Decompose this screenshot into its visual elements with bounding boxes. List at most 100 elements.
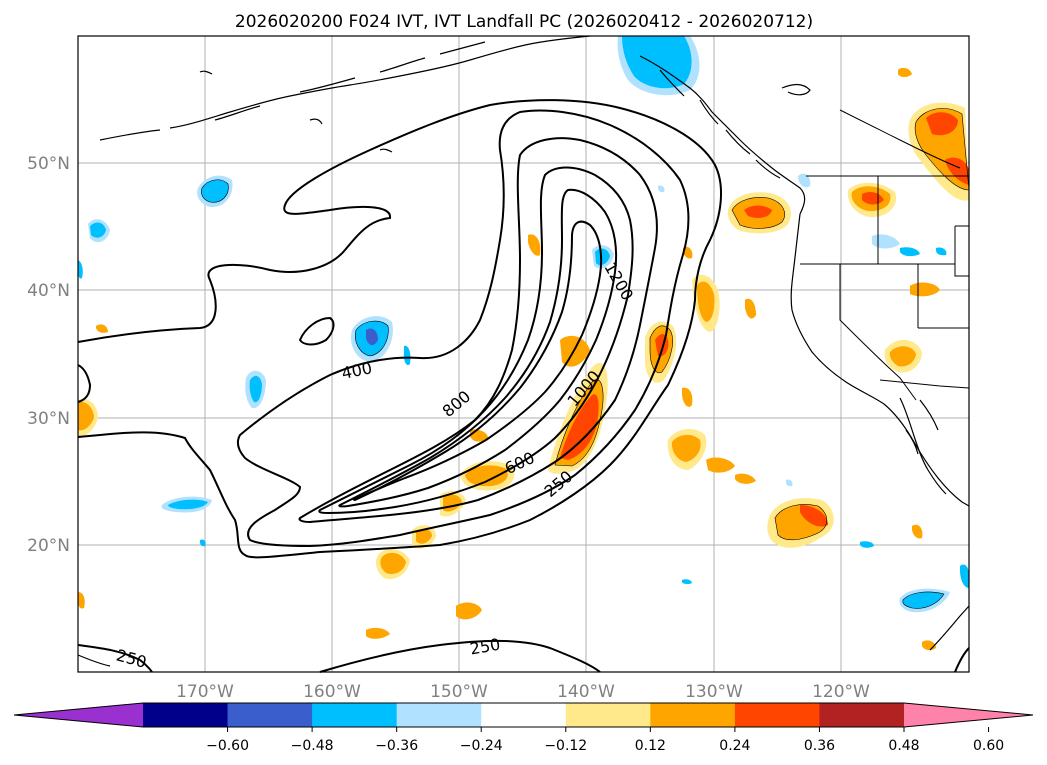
neg-area-11-mid — [78, 260, 83, 279]
neg-area-10-mid — [960, 564, 969, 588]
longitude-labels: 170°W 160°W 150°W 140°W 130°W 120°W — [176, 682, 870, 702]
lat-label-30: 30°N — [27, 409, 70, 429]
coast-baja — [899, 397, 947, 495]
colorbar-segment — [819, 703, 905, 727]
contour-250-south-west — [77, 644, 153, 673]
colorbar-segment — [312, 703, 398, 727]
contour-600 — [298, 137, 658, 524]
colorbar-extend-high — [904, 703, 1033, 727]
colorbar-outline — [13, 702, 1034, 728]
neg-area-14-mid — [682, 579, 692, 585]
coast-bc-islands — [659, 69, 781, 179]
coastlines — [77, 35, 970, 667]
ivt-contours — [77, 99, 970, 673]
colorbar-segment — [650, 703, 736, 727]
colorbar-tick-label: 0.48 — [888, 738, 919, 754]
lake-1 — [781, 83, 811, 96]
graticule — [78, 36, 969, 672]
outline-neg-2 — [201, 179, 229, 203]
border-ca-nv — [839, 264, 917, 401]
coast-small-islands — [199, 70, 393, 153]
pos-area-mid20-mid — [912, 524, 923, 539]
colorbar-tick-label: −0.36 — [375, 738, 418, 754]
colorbar-extend-low — [14, 703, 143, 727]
neg-area-6-mid — [902, 592, 944, 609]
contour-250 — [77, 99, 722, 559]
neg-area-17-light — [658, 185, 665, 193]
pos-area-mid16-mid — [898, 67, 912, 77]
map-background — [78, 36, 969, 672]
colorbar-segment — [396, 703, 482, 727]
neg-area-4-mid — [90, 222, 106, 238]
map-border — [77, 35, 970, 673]
neg-area-alaska-mid — [622, 36, 692, 89]
contour-400-small — [298, 316, 335, 346]
colorbar-tick-label: 0.24 — [719, 738, 750, 754]
outline-neg-6 — [902, 591, 945, 609]
latitude-labels: 50°N 40°N 30°N 20°N — [27, 154, 70, 556]
lat-label-50: 50°N — [27, 154, 70, 174]
contour-250-west-edge — [77, 364, 92, 403]
colorbar-tick-label: 0.36 — [804, 738, 835, 754]
colorbar-tick-label: −0.24 — [460, 738, 503, 754]
pos-area-mid6-mid — [380, 552, 406, 574]
neg-area-13-mid — [860, 541, 874, 548]
pos-area-mid2-mid — [671, 434, 701, 462]
lon-label-160: 160°W — [303, 682, 361, 702]
contour-250-south-mid — [319, 639, 601, 673]
outline-coast — [649, 325, 673, 374]
lon-label-150: 150°W — [430, 682, 488, 702]
outline-south — [774, 504, 828, 541]
neg-area-8-mid — [900, 247, 920, 257]
pos-area-mid10-mid — [366, 627, 390, 639]
pos-area-mid18-mid — [78, 592, 85, 609]
colorbar: −0.60 −0.48 −0.36 −0.24 −0.12 0.12 0.24 0.36 0.4… — [13, 702, 1034, 754]
pos-area-mid1-mid — [465, 465, 508, 487]
neg-area-15-mid — [200, 539, 206, 547]
colorbar-tick-label: −0.60 — [206, 738, 249, 754]
colorbar-segment — [734, 703, 820, 727]
neg-area-12-mid — [403, 345, 411, 366]
coast-alaska-peninsula — [99, 35, 591, 141]
contour-1200 — [353, 220, 603, 502]
outline-main — [554, 379, 604, 467]
border-wyoming — [954, 225, 969, 277]
contour-400 — [236, 109, 690, 548]
colorbar-tick-label: 0.12 — [635, 738, 666, 754]
pos-area-south-high — [800, 505, 828, 527]
coast-us-west — [790, 213, 970, 507]
pos-area-oregon-high — [744, 205, 772, 218]
border-us-mexico — [879, 379, 970, 389]
coast-aleutian-detail — [214, 41, 486, 121]
neg-area-7-mid — [168, 499, 208, 510]
lat-label-20: 20°N — [27, 536, 70, 556]
pos-area-main-high — [560, 394, 599, 460]
pos-area-mid3-mid — [697, 281, 715, 322]
pos-area-mid5-mid — [416, 529, 432, 544]
contour-1000 — [338, 188, 618, 508]
border-bc-alberta — [839, 109, 961, 169]
outline-oregon — [731, 197, 785, 229]
neg-area-5-mid — [595, 248, 610, 266]
neg-area-9-mid — [936, 247, 947, 256]
pos-area-mid14-mid — [682, 387, 693, 407]
map-panel: 250 250 250 400 600 800 1000 1200 — [77, 35, 970, 673]
neg-area-16-light — [786, 479, 793, 487]
pos-area-mid7-mid — [706, 457, 735, 473]
pos-area-mid8-mid — [735, 473, 756, 484]
pos-area-mid13-mid — [560, 335, 590, 367]
outline-canada — [914, 108, 970, 191]
neg-area-8-light — [872, 234, 900, 249]
colorbar-segment — [143, 703, 229, 727]
lon-label-130: 130°W — [685, 682, 743, 702]
contour-250-south-east — [954, 647, 970, 673]
pos-area-west-mid — [78, 401, 94, 431]
lon-label-170: 170°W — [176, 682, 234, 702]
pos-area-mid19-mid — [96, 324, 108, 333]
outline-neg-1 — [355, 320, 389, 357]
colorbar-ticks: −0.60 −0.48 −0.36 −0.24 −0.12 0.12 0.24 0.36 0.4… — [206, 727, 1004, 754]
colorbar-tick-label: −0.12 — [544, 738, 587, 754]
colorbar-tick-label: 0.60 — [973, 738, 1004, 754]
neg-area-3-mid — [249, 375, 262, 403]
